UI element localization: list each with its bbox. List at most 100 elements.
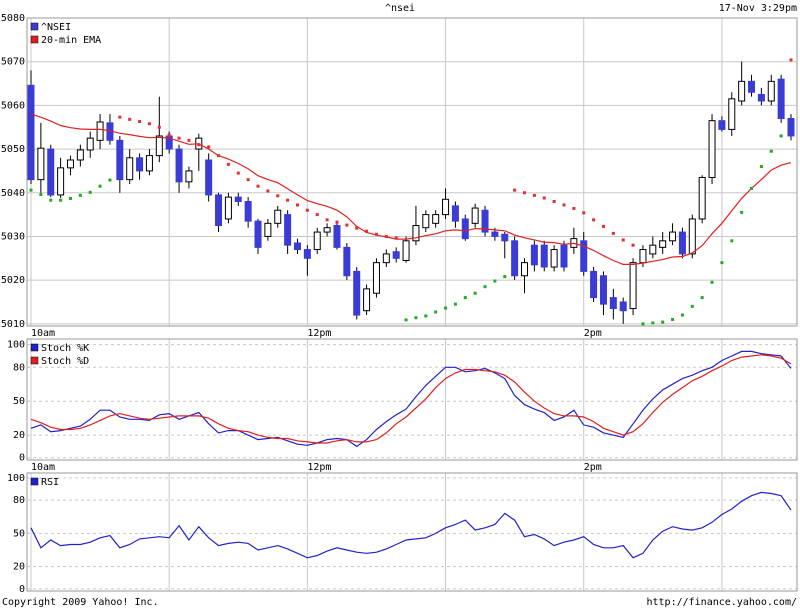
sar-dot xyxy=(246,178,250,182)
candle-body xyxy=(678,231,686,255)
candle-body xyxy=(392,251,400,259)
sar-dot xyxy=(295,203,299,207)
sar-dot xyxy=(128,117,132,121)
sar-dot xyxy=(236,171,240,175)
sar-dot xyxy=(276,194,280,198)
sar-dot xyxy=(661,320,665,324)
sar-dot xyxy=(404,318,408,322)
sar-dot xyxy=(434,310,438,314)
sar-dot xyxy=(414,316,418,320)
legend-label: Stoch %K xyxy=(41,343,89,354)
x-tick-label: 10am xyxy=(31,328,55,339)
sar-dot xyxy=(532,193,536,197)
sar-dot xyxy=(355,226,359,230)
sar-dot xyxy=(29,188,33,192)
candle-body xyxy=(442,198,450,216)
candle-body xyxy=(471,207,479,224)
sar-dot xyxy=(88,190,92,194)
candle-body xyxy=(126,157,134,181)
candle-body xyxy=(639,249,647,264)
sar-dot xyxy=(147,122,151,126)
candle-body xyxy=(461,218,469,240)
candle-body xyxy=(787,117,795,137)
sar-dot xyxy=(542,196,546,200)
candle-body xyxy=(718,120,726,130)
candle-body xyxy=(451,205,459,222)
candle-body xyxy=(491,231,499,237)
plot-area xyxy=(26,17,798,327)
sar-dot xyxy=(572,206,576,210)
sar-dot xyxy=(226,162,230,166)
sar-dot xyxy=(690,304,694,308)
y-tick-label: 5030 xyxy=(1,231,25,242)
sar-dot xyxy=(552,199,556,203)
y-tick-label: 5060 xyxy=(1,100,25,111)
copyright: Copyright 2009 Yahoo! Inc. xyxy=(2,597,159,608)
legend-swatch xyxy=(30,343,39,352)
candle-body xyxy=(303,249,311,259)
y-tick-label: 80 xyxy=(13,362,25,373)
candle-body xyxy=(244,200,252,222)
sar-dot xyxy=(710,280,714,284)
candle-body xyxy=(293,242,301,251)
candle-body xyxy=(205,159,213,196)
sar-dot xyxy=(197,143,201,147)
y-tick-label: 5070 xyxy=(1,57,25,68)
candle-body xyxy=(599,275,607,305)
timestamp: 17-Nov 3:29pm xyxy=(719,3,797,14)
candle-body xyxy=(353,270,361,316)
candle-body xyxy=(748,80,756,93)
candle-body xyxy=(738,80,746,102)
candle-body xyxy=(412,225,420,242)
series-line xyxy=(30,354,792,444)
sar-dot xyxy=(59,198,63,202)
source-url: http://finance.yahoo.com/ xyxy=(646,597,797,608)
sar-dot xyxy=(769,149,773,153)
sar-dot xyxy=(463,296,467,300)
candle-body xyxy=(432,214,440,224)
sar-dot xyxy=(108,178,112,182)
sar-dot xyxy=(453,302,457,306)
sar-dot xyxy=(256,184,260,188)
plot-area xyxy=(26,338,798,461)
candle-body xyxy=(649,244,657,255)
candle-body xyxy=(550,249,558,268)
y-tick-label: 5010 xyxy=(1,319,25,330)
candle-body xyxy=(333,225,341,248)
candle-body xyxy=(57,167,65,196)
sar-dot xyxy=(730,239,734,243)
plot-border xyxy=(26,17,798,327)
x-tick-label: 12pm xyxy=(307,462,331,473)
candle-body xyxy=(481,209,489,233)
y-tick-label: 50 xyxy=(13,528,25,539)
sar-dot xyxy=(641,322,645,326)
sar-dot xyxy=(582,211,586,215)
y-tick-label: 5050 xyxy=(1,144,25,155)
candle-body xyxy=(76,149,84,161)
y-tick-label: 20 xyxy=(13,562,25,573)
sar-dot xyxy=(562,203,566,207)
sar-dot xyxy=(789,58,793,62)
sar-dot xyxy=(384,234,388,238)
y-tick-label: 50 xyxy=(13,396,25,407)
sar-dot xyxy=(345,223,349,227)
sar-dot xyxy=(286,198,290,202)
candle-body xyxy=(145,155,153,172)
chart-title: ^nsei xyxy=(385,3,415,14)
candle-body xyxy=(659,240,667,248)
sar-dot xyxy=(167,133,171,137)
legend-label: Stoch %D xyxy=(41,356,89,367)
candle-body xyxy=(402,240,410,261)
sar-dot xyxy=(68,196,72,200)
candle-body xyxy=(155,135,163,157)
candle-body xyxy=(757,93,765,102)
sar-dot xyxy=(483,285,487,289)
sar-dot xyxy=(394,236,398,240)
sar-dot xyxy=(759,165,763,169)
candle-body xyxy=(540,244,548,268)
y-tick-label: 0 xyxy=(19,584,25,595)
candle-body xyxy=(224,196,232,220)
x-tick-label: 12pm xyxy=(307,328,331,339)
sar-dot xyxy=(503,275,507,279)
